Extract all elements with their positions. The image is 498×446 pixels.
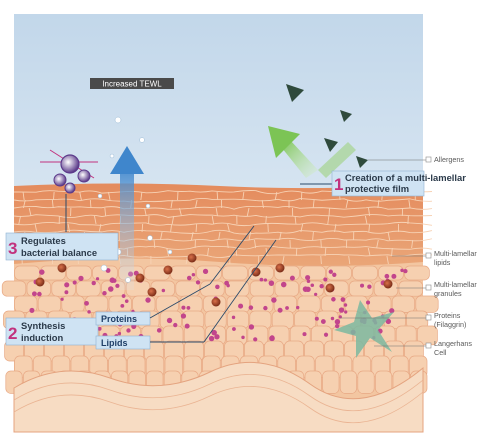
callout-bacteria-line2: bacterial balance bbox=[21, 247, 97, 258]
callout-synthesis-number: 2 bbox=[8, 324, 17, 343]
langerhans-cell-icon bbox=[334, 300, 394, 358]
legend-granules-1: Multi-lamellar bbox=[434, 280, 477, 289]
lipids-label: Lipids bbox=[101, 338, 128, 348]
bacteria-cluster-icon bbox=[40, 149, 98, 232]
legend-allergens: Allergens bbox=[434, 155, 464, 164]
proteins-label: Proteins bbox=[101, 314, 137, 324]
legend-markers bbox=[425, 156, 432, 349]
legend-proteins-2: (Filaggrin) bbox=[434, 320, 466, 329]
callout-synthesis-line2: induction bbox=[21, 332, 63, 343]
tewl-banner: Increased TEWL bbox=[90, 78, 174, 89]
callout-film-line2: protective film bbox=[345, 183, 409, 194]
multi-lamellar-granules bbox=[35, 253, 393, 307]
callout-synthesis-line1: Synthesis bbox=[21, 320, 65, 331]
allergen-deflect-arrow bbox=[268, 126, 356, 178]
legend-granules-2: granules bbox=[434, 289, 462, 298]
callout-film: 1 Creation of a multi-lamellar protectiv… bbox=[300, 170, 466, 197]
basal-wave-line bbox=[13, 374, 424, 412]
legend-langerhans-1: Langerhans bbox=[434, 339, 472, 348]
callout-film-line1: Creation of a multi-lamellar bbox=[345, 172, 466, 183]
callout-synthesis: 2 Synthesis induction Proteins Lipids bbox=[5, 225, 277, 350]
callout-bacteria-line1: Regulates bbox=[21, 235, 66, 246]
callout-bacteria: 3 Regulates bacterial balance bbox=[5, 232, 119, 261]
tewl-label: Increased TEWL bbox=[102, 80, 162, 89]
legend-proteins-1: Proteins bbox=[434, 311, 461, 320]
callout-bacteria-number: 3 bbox=[8, 239, 17, 258]
legend-lipids-1: Multi-lamellar bbox=[434, 249, 477, 258]
legend-langerhans-2: Cell bbox=[434, 348, 447, 357]
callout-film-number: 1 bbox=[334, 175, 343, 194]
legend-lipids-2: lipids bbox=[434, 258, 451, 267]
tewl-arrow bbox=[110, 146, 144, 290]
legend-leaders bbox=[340, 159, 426, 347]
allergen-triangle-icon bbox=[286, 84, 368, 168]
legend-labels: Allergens Multi-lamellar lipids Multi-la… bbox=[434, 155, 477, 357]
basal-wave-line-2 bbox=[13, 386, 424, 424]
